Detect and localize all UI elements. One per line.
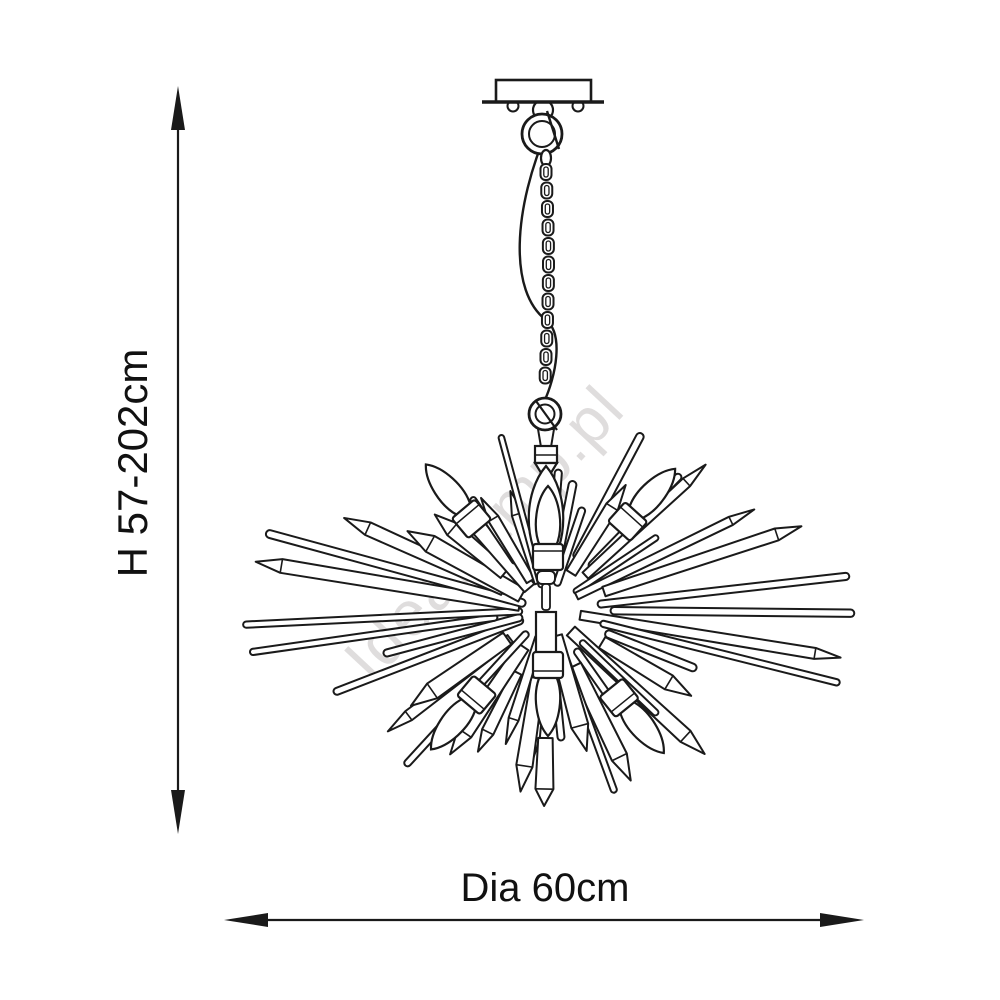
- diameter-dimension: Dia 60cm: [224, 866, 864, 927]
- chain-link: [539, 348, 553, 366]
- crystal-ray: [406, 530, 527, 603]
- hanging-chain: [538, 163, 555, 385]
- candle-bulb: [424, 463, 492, 539]
- bulb-socket: [599, 678, 639, 718]
- chain-link: [542, 255, 555, 274]
- arrow-down-icon: [171, 790, 185, 834]
- chain-link: [540, 181, 554, 200]
- bulb-socket: [531, 542, 565, 572]
- arrow-right-icon: [820, 913, 864, 927]
- chain-link: [541, 292, 555, 311]
- chain-link: [541, 274, 555, 292]
- bulb-socket: [607, 502, 648, 542]
- chain-link: [539, 163, 553, 181]
- chain-link: [540, 200, 554, 218]
- chain-link: [538, 366, 552, 385]
- bulb-socket: [456, 675, 497, 715]
- chain-link: [540, 311, 554, 329]
- crystal-ray: [573, 508, 756, 601]
- bulb-socket: [451, 499, 492, 539]
- crystal-ray: [254, 558, 522, 612]
- candle-bulb: [429, 675, 497, 751]
- ceiling-canopy: [494, 78, 593, 104]
- candle-bulb: [531, 650, 565, 738]
- stem-nub: [541, 583, 551, 611]
- crystal-ray: [578, 609, 842, 660]
- chain-link: [540, 329, 554, 348]
- candle-bulb: [531, 484, 565, 572]
- arrow-up-icon: [171, 86, 185, 130]
- diameter-dimension-label: Dia 60cm: [461, 866, 630, 910]
- candle-bulb: [599, 678, 665, 755]
- chain-link: [541, 237, 555, 255]
- crystal-ray: [601, 525, 803, 598]
- power-cord: [518, 125, 558, 403]
- chain-link: [541, 218, 555, 237]
- crystal-ray: [568, 661, 632, 782]
- crystal-ray: [409, 631, 513, 707]
- bulb-socket: [531, 650, 565, 680]
- arrow-left-icon: [224, 913, 268, 927]
- socket-tip: [536, 570, 556, 585]
- height-dimension: H 57-202cm: [109, 86, 185, 834]
- crystal-ray: [534, 736, 555, 807]
- suspension: [482, 78, 604, 432]
- starburst-rays: [242, 432, 856, 807]
- chandelier-drawing: [242, 78, 856, 807]
- candle-bulb: [607, 467, 677, 542]
- crystal-ray: [476, 669, 523, 753]
- crystal-ray: [597, 635, 693, 697]
- height-dimension-label: H 57-202cm: [109, 349, 156, 578]
- ring-hook: [545, 110, 561, 150]
